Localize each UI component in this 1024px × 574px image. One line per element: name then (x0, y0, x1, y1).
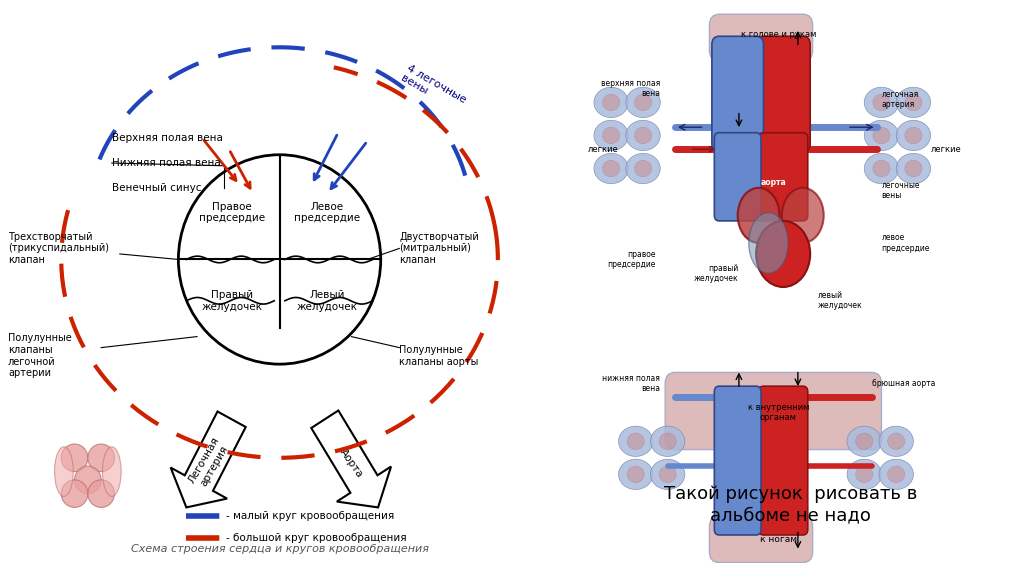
Text: - малый круг кровообращения: - малый круг кровообращения (226, 511, 394, 521)
Text: правый
желудочек: правый желудочек (694, 263, 739, 283)
Text: Аорта: Аорта (338, 447, 365, 479)
FancyBboxPatch shape (756, 36, 810, 152)
Text: Схема строения сердца и кругов кровообращения: Схема строения сердца и кругов кровообра… (130, 544, 429, 554)
Text: Левое
предсердие: Левое предсердие (295, 202, 360, 223)
Ellipse shape (61, 480, 88, 507)
Text: - большой круг кровообращения: - большой круг кровообращения (226, 533, 407, 543)
Text: Трехстворчатый
(трикуспидальный)
клапан: Трехстворчатый (трикуспидальный) клапан (8, 232, 109, 265)
Text: правое
предсердие: правое предсердие (607, 250, 655, 269)
Text: Полулунные
клапаны аорты: Полулунные клапаны аорты (399, 345, 479, 367)
Ellipse shape (602, 160, 620, 177)
Text: Верхняя полая вена: Верхняя полая вена (112, 133, 222, 144)
Ellipse shape (872, 127, 890, 144)
Ellipse shape (602, 94, 620, 111)
Text: аорта: аорта (761, 178, 786, 187)
Ellipse shape (635, 127, 651, 144)
Text: левый
желудочек: левый желудочек (817, 291, 862, 311)
Text: 4 легочные
вены: 4 легочные вены (399, 63, 468, 115)
FancyBboxPatch shape (666, 373, 882, 449)
Ellipse shape (627, 433, 644, 449)
Text: Нижняя полая вена: Нижняя полая вена (112, 158, 220, 168)
Ellipse shape (749, 212, 788, 273)
Ellipse shape (847, 426, 882, 456)
Ellipse shape (847, 459, 882, 490)
Text: левое
предсердие: левое предсердие (882, 233, 930, 253)
Ellipse shape (756, 221, 810, 287)
FancyBboxPatch shape (759, 386, 808, 535)
Ellipse shape (864, 121, 899, 150)
FancyBboxPatch shape (715, 386, 761, 535)
Ellipse shape (650, 426, 685, 456)
Ellipse shape (627, 466, 644, 483)
Ellipse shape (594, 121, 629, 150)
Ellipse shape (905, 127, 922, 144)
Text: верхняя полая
вена: верхняя полая вена (601, 79, 660, 98)
Ellipse shape (102, 447, 121, 497)
FancyBboxPatch shape (710, 14, 813, 61)
Ellipse shape (626, 121, 660, 150)
Text: Левый
желудочек: Левый желудочек (297, 290, 358, 312)
Ellipse shape (856, 433, 872, 449)
Text: Легочная
артерия: Легочная артерия (186, 436, 231, 491)
Ellipse shape (626, 153, 660, 184)
Text: Такой рисунок  рисовать в
альбоме не надо: Такой рисунок рисовать в альбоме не надо (664, 486, 918, 524)
Ellipse shape (864, 87, 899, 118)
Text: Венечный синус: Венечный синус (112, 183, 202, 193)
Ellipse shape (54, 447, 74, 497)
Ellipse shape (888, 466, 905, 483)
FancyBboxPatch shape (712, 36, 764, 152)
Ellipse shape (618, 426, 653, 456)
Ellipse shape (879, 426, 913, 456)
Ellipse shape (879, 459, 913, 490)
Ellipse shape (872, 160, 890, 177)
Ellipse shape (602, 127, 620, 144)
Text: Правое
предсердие: Правое предсердие (199, 202, 264, 223)
Ellipse shape (872, 94, 890, 111)
Ellipse shape (594, 153, 629, 184)
Ellipse shape (905, 160, 922, 177)
Ellipse shape (888, 433, 905, 449)
Ellipse shape (635, 160, 651, 177)
Ellipse shape (659, 466, 676, 483)
Ellipse shape (618, 459, 653, 490)
Text: легкие: легкие (588, 145, 618, 154)
Text: Правый
желудочек: Правый желудочек (201, 290, 262, 312)
Text: легкие: легкие (931, 145, 962, 154)
Ellipse shape (75, 466, 101, 494)
FancyBboxPatch shape (759, 133, 808, 221)
Ellipse shape (88, 444, 115, 472)
Text: к ногам: к ногам (760, 534, 797, 544)
Ellipse shape (896, 121, 931, 150)
FancyBboxPatch shape (715, 133, 761, 221)
Ellipse shape (856, 466, 872, 483)
Text: легочная
артерия: легочная артерия (882, 90, 919, 109)
Ellipse shape (737, 188, 779, 243)
Circle shape (178, 155, 381, 364)
Ellipse shape (659, 433, 676, 449)
Ellipse shape (905, 94, 922, 111)
Ellipse shape (61, 444, 88, 472)
Polygon shape (311, 410, 391, 507)
Text: легочные
вены: легочные вены (882, 181, 920, 200)
Ellipse shape (626, 87, 660, 118)
Ellipse shape (896, 153, 931, 184)
Ellipse shape (864, 153, 899, 184)
Text: Полулунные
клапаны
легочной
артерии: Полулунные клапаны легочной артерии (8, 333, 72, 378)
Ellipse shape (650, 459, 685, 490)
Ellipse shape (635, 94, 651, 111)
Ellipse shape (896, 87, 931, 118)
Text: брюшная аорта: брюшная аорта (871, 379, 935, 388)
Ellipse shape (88, 480, 115, 507)
Ellipse shape (782, 188, 823, 243)
Text: к внутренним
органам: к внутренним органам (748, 403, 809, 422)
Ellipse shape (594, 87, 629, 118)
Text: нижняя полая
вена: нижняя полая вена (602, 374, 660, 393)
FancyBboxPatch shape (710, 515, 813, 563)
Polygon shape (171, 412, 246, 507)
Text: Двустворчатый
(митральный)
клапан: Двустворчатый (митральный) клапан (399, 232, 479, 265)
Text: к голове и рукам: к голове и рукам (740, 30, 816, 40)
